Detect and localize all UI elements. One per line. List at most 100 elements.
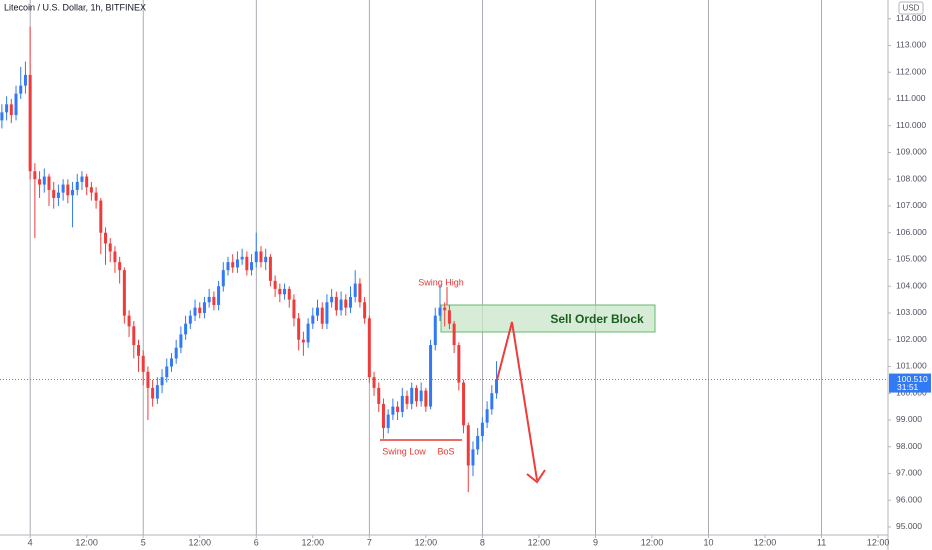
x-tick-label: 12:00 — [415, 537, 438, 547]
candle-body — [80, 176, 84, 182]
y-tick-label: 103.000 — [896, 307, 927, 317]
x-tick-label: 12:00 — [188, 537, 211, 547]
countdown-label: 31:51 — [897, 382, 919, 392]
y-tick-label: 101.000 — [896, 361, 927, 371]
candle-body — [344, 299, 348, 308]
candle-body — [71, 189, 75, 196]
x-tick-label: 9 — [593, 537, 598, 547]
candle-body — [231, 262, 235, 268]
candle-body — [433, 315, 437, 346]
y-tick-label: 105.000 — [896, 254, 927, 264]
candle-body — [297, 318, 301, 340]
order-block-label: Sell Order Block — [550, 312, 644, 326]
swing-high-label: Swing High — [418, 277, 464, 287]
candle-body — [221, 270, 225, 287]
candle-body — [443, 307, 447, 311]
y-tick-label: 97.000 — [896, 468, 922, 478]
y-tick-label: 99.000 — [896, 414, 922, 424]
candle-body — [47, 176, 51, 190]
candle-body — [334, 296, 338, 311]
candle-body — [414, 387, 418, 402]
candle-body — [188, 315, 192, 324]
projection-arrow — [496, 321, 538, 481]
y-tick-label: 96.000 — [896, 494, 922, 504]
candle-body — [264, 256, 268, 263]
candle-body — [330, 296, 334, 303]
candle-body — [217, 286, 221, 305]
candle-body — [94, 192, 98, 201]
candle-body — [273, 280, 277, 289]
x-tick-label: 5 — [141, 537, 146, 547]
candle-body — [410, 387, 414, 404]
candle-body — [372, 377, 376, 388]
candle-body — [283, 288, 287, 295]
grid — [0, 0, 888, 535]
candle-body — [452, 323, 456, 346]
candle-body — [28, 74, 32, 172]
candle-body — [202, 302, 206, 313]
candle-body — [391, 406, 395, 415]
candle-body — [462, 382, 466, 426]
candle-body — [14, 93, 18, 116]
candle-body — [363, 302, 367, 319]
x-tick-label: 10 — [704, 537, 714, 547]
candle-body — [169, 358, 173, 367]
arrow-head — [526, 469, 546, 484]
candle-body — [367, 318, 371, 378]
candle-body — [33, 171, 37, 180]
candle-body — [476, 436, 480, 450]
y-tick-label: 113.000 — [896, 40, 926, 50]
candles — [0, 26, 499, 493]
candle-body — [165, 366, 169, 378]
candle-body — [235, 259, 239, 268]
candle-body — [377, 387, 381, 404]
candle-body — [226, 262, 230, 271]
y-tick-label: 112.000 — [896, 66, 926, 76]
candle-body — [419, 390, 423, 402]
x-tick-label: 12:00 — [302, 537, 325, 547]
candle-body — [325, 302, 329, 324]
bos-label: BoS — [437, 446, 454, 456]
candle-body — [466, 425, 470, 466]
x-tick-label: 12:00 — [754, 537, 777, 547]
candle-body — [146, 371, 150, 388]
candle-body — [118, 262, 122, 271]
candle-body — [52, 189, 56, 198]
candle-body — [56, 192, 60, 198]
axes: 4 12:00 5 12:00 6 12:00 7 12:00 8 12:00 9 12:00 10 12… — [28, 13, 931, 547]
candle-body — [254, 251, 258, 263]
y-tick-label: 102.000 — [896, 334, 927, 344]
candle-body — [198, 307, 202, 313]
y-tick-label: 110.000 — [896, 120, 926, 130]
candle-body — [471, 449, 475, 466]
candle-body — [66, 184, 70, 196]
candle-body — [320, 307, 324, 324]
x-tick-label: 12:00 — [867, 537, 890, 547]
candle-body — [381, 403, 385, 428]
candle-body — [348, 296, 352, 308]
y-tick-label: 104.000 — [896, 280, 927, 290]
x-tick-label: 12:00 — [75, 537, 98, 547]
candle-body — [457, 345, 461, 383]
order-block-zone — [440, 304, 656, 333]
candle-body — [19, 85, 23, 94]
candle-body — [212, 296, 216, 305]
y-tick-label: 98.000 — [896, 441, 922, 451]
candle-body — [396, 406, 400, 412]
candle-body — [301, 339, 305, 343]
candle-body — [405, 395, 409, 404]
y-tick-label: 95.000 — [896, 521, 922, 531]
candle-body — [23, 74, 27, 86]
candle-body — [155, 385, 159, 399]
candle-body — [179, 334, 183, 348]
candle-body — [99, 200, 103, 233]
candle-body — [278, 288, 282, 295]
candle-body — [287, 288, 291, 300]
x-tick-label: 12:00 — [528, 537, 551, 547]
x-tick-label: 12:00 — [641, 537, 664, 547]
x-tick-label: 11 — [817, 537, 826, 547]
candle-body — [9, 104, 13, 116]
candle-body — [160, 377, 164, 386]
